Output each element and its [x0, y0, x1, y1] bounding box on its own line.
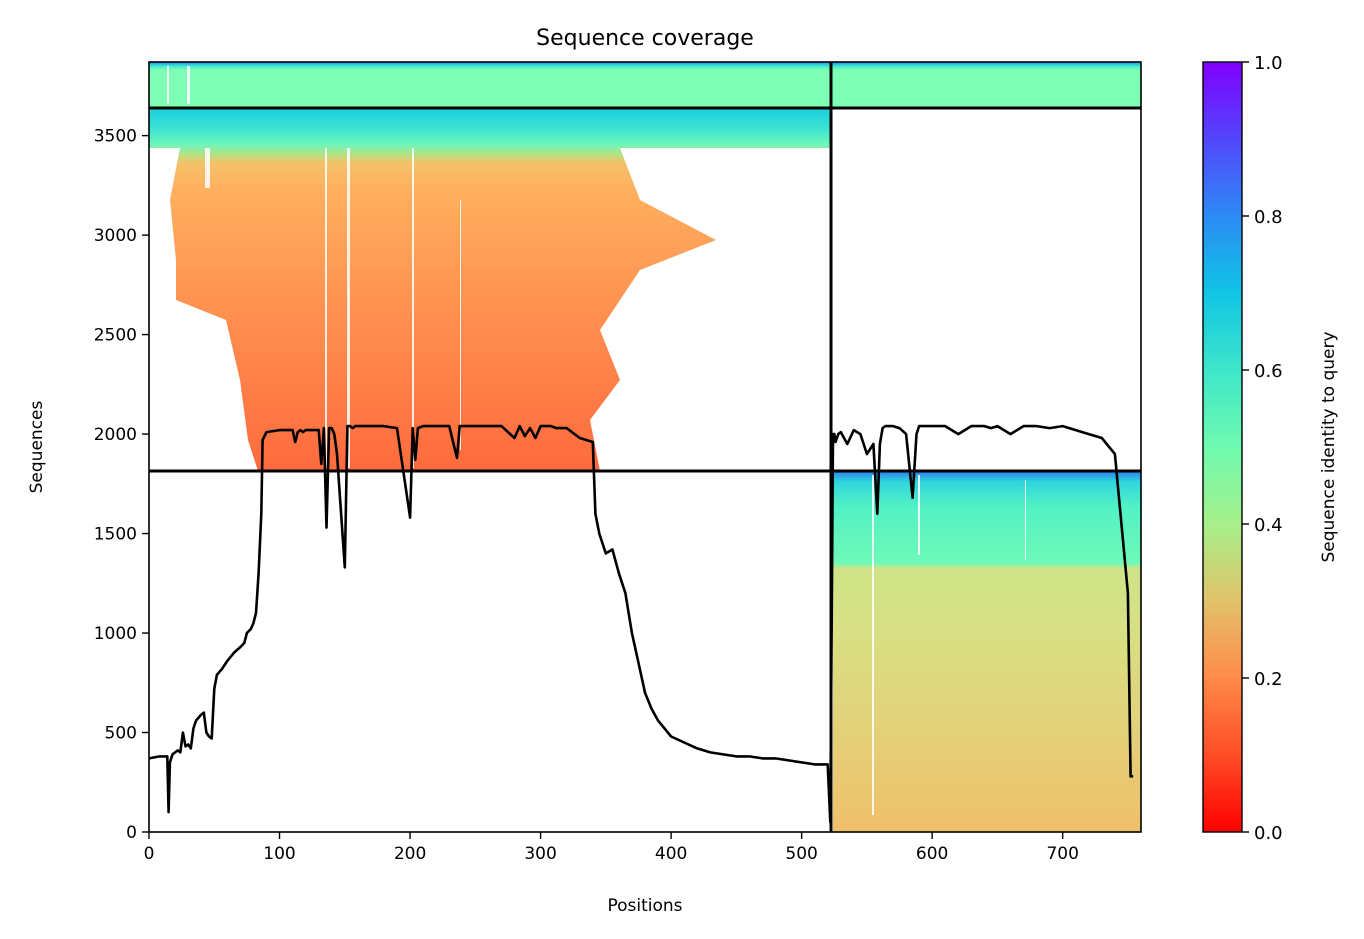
gap-streaks [167, 66, 1026, 815]
x-tick-label: 700 [1046, 844, 1078, 864]
colorbar-tick-label: 0.4 [1254, 515, 1283, 536]
y-tick-label: 3500 [94, 127, 137, 147]
x-axis-label: Positions [607, 896, 682, 916]
y-tick-label: 500 [105, 724, 137, 744]
x-tick-label: 300 [524, 844, 556, 864]
y-axis-label: Sequences [27, 401, 47, 494]
x-tick-label: 400 [655, 844, 687, 864]
x-tick-label: 600 [916, 844, 948, 864]
y-tick-label: 2500 [94, 326, 137, 346]
y-tick-label: 1000 [94, 624, 137, 644]
y-tick-label: 2000 [94, 425, 137, 445]
x-tick-label: 500 [785, 844, 817, 864]
y-tick-label: 1500 [94, 525, 137, 545]
y-tick-label: 0 [126, 823, 137, 843]
colorbar-label: Sequence identity to query [1319, 331, 1339, 562]
x-tick-label: 0 [144, 844, 155, 864]
block-chain2-unpaired [833, 471, 1141, 832]
y-axis: 0 500 1000 1500 2000 2500 3000 3500 [94, 127, 149, 843]
x-tick-label: 200 [394, 844, 426, 864]
block-paired-top-left [149, 62, 831, 108]
coverage-line [148, 424, 1134, 824]
colorbar-tick-label: 0.8 [1254, 207, 1283, 228]
colorbar: 0.0 0.2 0.4 0.6 0.8 1.0 Sequence identity to … [1202, 53, 1339, 844]
colorbar-tick-label: 0.0 [1254, 823, 1283, 844]
block-paired-top-right [831, 62, 1141, 108]
msa-blocks [149, 62, 1141, 832]
colorbar-ticks: 0.0 0.2 0.4 0.6 0.8 1.0 [1242, 53, 1283, 844]
plot-frame [148, 61, 1142, 833]
colorbar-tick-label: 0.6 [1254, 361, 1283, 382]
x-tick-label: 100 [263, 844, 295, 864]
chart-title: Sequence coverage [536, 26, 754, 51]
colorbar-tick-label: 1.0 [1254, 53, 1283, 74]
x-axis: 0 100 200 300 400 500 600 700 [144, 832, 1079, 864]
block-chain1-unpaired [149, 108, 831, 471]
colorbar-gradient [1202, 61, 1243, 833]
colorbar-tick-label: 0.2 [1254, 669, 1283, 690]
y-tick-label: 3000 [94, 226, 137, 246]
